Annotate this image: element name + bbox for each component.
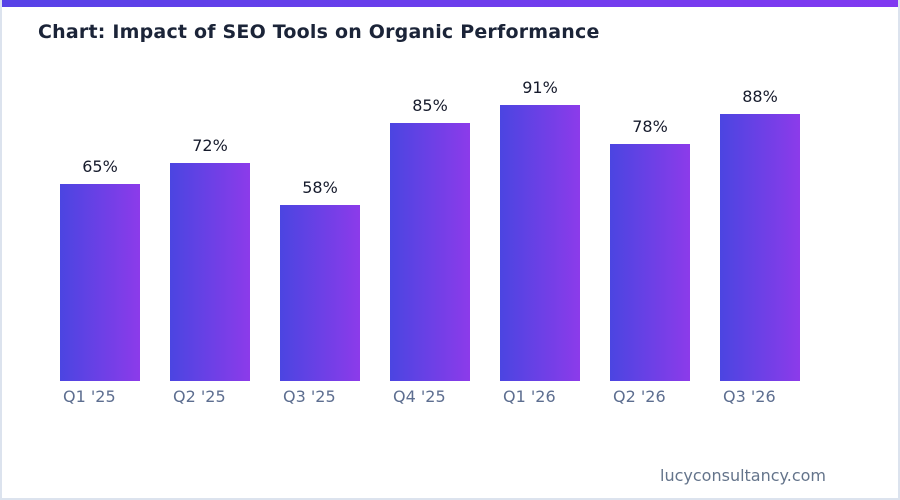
x-axis-label: Q3 '25 — [283, 387, 336, 406]
x-axis-label: Q4 '25 — [393, 387, 446, 406]
bar — [610, 144, 690, 381]
bar-column: 65% Q1 '25 — [60, 81, 140, 406]
watermark-text: lucyconsultancy.com — [660, 466, 826, 485]
bar-value-label: 88% — [742, 87, 778, 106]
bar-value-label: 91% — [522, 78, 558, 97]
bar-column: 91% Q1 '26 — [500, 78, 580, 406]
bar-chart-plot: 65% Q1 '25 72% Q2 '25 58% Q3 '25 85% Q4 '25 91% Q… — [60, 78, 800, 406]
bar-column: 72% Q2 '25 — [170, 81, 250, 406]
bar — [720, 114, 800, 381]
bar — [170, 163, 250, 381]
x-axis-label: Q2 '25 — [173, 387, 226, 406]
bar-value-label: 65% — [82, 157, 118, 176]
bar-column: 78% Q2 '26 — [610, 81, 690, 406]
bar-column: 58% Q3 '25 — [280, 81, 360, 406]
x-axis-label: Q1 '26 — [503, 387, 556, 406]
bar — [500, 105, 580, 381]
x-axis-label: Q2 '26 — [613, 387, 666, 406]
bar-value-label: 85% — [412, 96, 448, 115]
x-axis-label: Q3 '26 — [723, 387, 776, 406]
bar-value-label: 72% — [192, 136, 228, 155]
bar — [280, 205, 360, 381]
bar — [390, 123, 470, 381]
bar-value-label: 78% — [632, 117, 668, 136]
x-axis-label: Q1 '25 — [63, 387, 116, 406]
bar-column: 88% Q3 '26 — [720, 81, 800, 406]
bar-column: 85% Q4 '25 — [390, 81, 470, 406]
bar — [60, 184, 140, 381]
accent-bar — [2, 0, 898, 7]
bar-value-label: 58% — [302, 178, 338, 197]
chart-title: Chart: Impact of SEO Tools on Organic Pe… — [38, 21, 600, 43]
